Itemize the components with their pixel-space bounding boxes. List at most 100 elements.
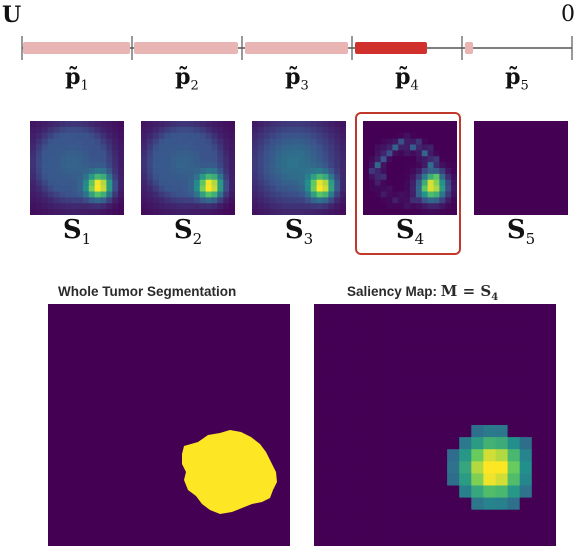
heatmap-cell bbox=[368, 144, 376, 151]
heatmap-cell bbox=[77, 185, 84, 193]
heatmap-cell bbox=[338, 449, 351, 462]
segment-label-2: p̃2 bbox=[175, 64, 199, 94]
heatmap-cell bbox=[398, 412, 412, 426]
heatmap-cell bbox=[334, 179, 341, 187]
heatmap-cell bbox=[322, 138, 329, 146]
heatmap-cell bbox=[350, 388, 363, 402]
heatmap-cell bbox=[112, 209, 119, 215]
heatmap-cell bbox=[338, 497, 351, 511]
heatmap-cell bbox=[380, 179, 388, 187]
heatmap-cell bbox=[252, 197, 259, 204]
heatmap-cell bbox=[427, 168, 435, 175]
heatmap-cell bbox=[368, 173, 376, 181]
heatmap-cell bbox=[118, 150, 124, 157]
heatmap-cell bbox=[326, 509, 339, 523]
heatmap-cell bbox=[398, 449, 412, 462]
heatmap-cell bbox=[164, 173, 171, 181]
heatmap-cell bbox=[164, 209, 171, 215]
heatmap-cell bbox=[158, 179, 166, 187]
heatmap-cell bbox=[435, 461, 448, 474]
heatmap-cell bbox=[193, 150, 201, 157]
heatmap-cell bbox=[164, 168, 171, 175]
heatmap-cell bbox=[176, 121, 183, 128]
heatmap-cell bbox=[410, 209, 417, 215]
heatmap-cell bbox=[314, 376, 327, 390]
heatmap-cell bbox=[368, 138, 376, 146]
heatmap-cell bbox=[433, 121, 440, 128]
heatmap-cell bbox=[77, 162, 84, 169]
heatmap-cell bbox=[35, 126, 43, 134]
heatmap-cell bbox=[30, 150, 37, 157]
heatmap-cell bbox=[459, 461, 472, 474]
heatmap-cell bbox=[398, 316, 412, 329]
heatmap-cell bbox=[106, 191, 113, 198]
heatmap-cell bbox=[398, 150, 405, 157]
heatmap-cell bbox=[340, 138, 346, 146]
heatmap-cell bbox=[422, 437, 436, 450]
heatmap-cell bbox=[451, 150, 457, 157]
heatmap-cell bbox=[287, 121, 294, 128]
heatmap-cell bbox=[368, 162, 376, 169]
heatmap-cell bbox=[77, 168, 84, 175]
heatmap-cell bbox=[543, 437, 557, 450]
heatmap-cell bbox=[217, 179, 224, 187]
heatmap-cell bbox=[519, 533, 533, 547]
heatmap-cell bbox=[435, 509, 448, 523]
heatmap-cell bbox=[495, 461, 509, 474]
heatmap-cell bbox=[263, 144, 271, 151]
heatmap-cell bbox=[281, 126, 288, 134]
heatmap-cell bbox=[82, 138, 90, 146]
heatmap-cell bbox=[170, 168, 177, 175]
heatmap-cell bbox=[35, 144, 43, 151]
selected-map-highlight-box bbox=[355, 112, 461, 255]
heatmap-cell bbox=[507, 304, 521, 317]
heatmap-cell bbox=[304, 179, 312, 187]
heatmap-cell bbox=[77, 179, 84, 187]
heatmap-cell bbox=[223, 150, 230, 157]
heatmap-cell bbox=[158, 132, 166, 140]
heatmap-cell bbox=[326, 352, 339, 366]
heatmap-cell bbox=[176, 138, 183, 146]
heatmap-cell bbox=[293, 121, 300, 128]
heatmap-cell bbox=[94, 144, 102, 151]
heatmap-cell bbox=[507, 533, 521, 547]
heatmap-cell bbox=[182, 144, 189, 151]
heatmap-cell bbox=[483, 400, 497, 414]
heatmap-cell bbox=[316, 203, 324, 210]
heatmap-cell bbox=[386, 179, 393, 187]
heatmap-cell bbox=[199, 121, 207, 128]
heatmap-cell bbox=[217, 197, 224, 204]
heatmap-cell bbox=[252, 150, 259, 157]
heatmap-cell bbox=[543, 328, 557, 341]
heatmap-cell bbox=[106, 209, 113, 215]
heatmap-cell bbox=[65, 138, 72, 146]
heatmap-cell bbox=[531, 461, 545, 474]
heatmap-cell bbox=[495, 316, 509, 329]
heatmap-cell bbox=[362, 533, 376, 547]
heatmap-cell bbox=[451, 197, 457, 204]
heatmap-cell bbox=[362, 304, 376, 317]
heatmap-cell bbox=[71, 162, 78, 169]
heatmap-cell bbox=[152, 179, 160, 187]
heatmap-cell bbox=[112, 197, 119, 204]
heatmap-cell bbox=[543, 412, 557, 426]
heatmap-cell bbox=[170, 191, 177, 198]
heatmap-cell bbox=[182, 132, 189, 140]
heatmap-cell bbox=[322, 132, 329, 140]
heatmap-cell bbox=[433, 150, 440, 157]
heatmap-cell bbox=[519, 388, 533, 402]
heatmap-cell bbox=[363, 132, 370, 140]
heatmap-cell bbox=[47, 138, 55, 146]
heatmap-cell bbox=[374, 209, 382, 215]
heatmap-cell bbox=[338, 340, 351, 353]
heatmap-cell bbox=[304, 121, 312, 128]
heatmap-cell bbox=[94, 162, 102, 169]
heatmap-cell bbox=[229, 185, 235, 193]
heatmap-cell bbox=[459, 521, 472, 535]
heatmap-cell bbox=[299, 185, 306, 193]
heatmap-cell bbox=[118, 185, 124, 193]
heatmap-cell bbox=[495, 364, 509, 378]
heatmap-cell bbox=[53, 121, 60, 128]
heatmap-cell bbox=[507, 400, 521, 414]
heatmap-cell bbox=[182, 185, 189, 193]
